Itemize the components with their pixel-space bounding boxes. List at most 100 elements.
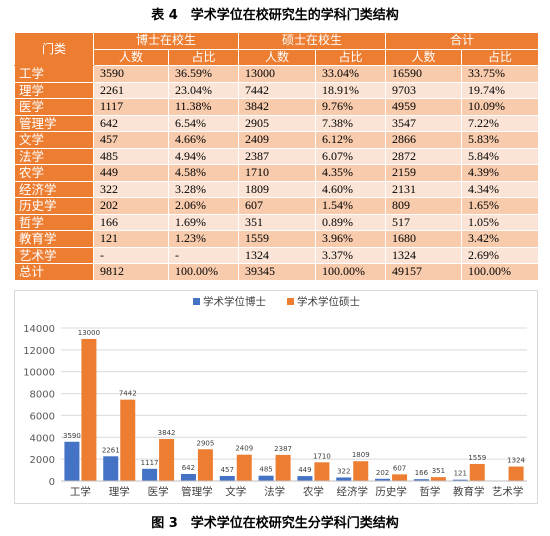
- table-row: 农学 449 4.58% 1710 4.35% 2159 4.39%: [14, 164, 540, 182]
- table-cell: 5.83%: [461, 131, 540, 149]
- table-cell: 1117: [93, 98, 169, 116]
- table-cell: 1559: [238, 230, 317, 248]
- table-cell: 2131: [385, 180, 463, 198]
- sub-header-count: 人数: [93, 48, 169, 66]
- bar-chart-svg: 0 2000 4000 6000 8000 10000 12000 14000 学术学位博士 学术…: [23, 295, 527, 498]
- table-cell: 2872: [385, 147, 463, 165]
- data-label: 449: [298, 466, 311, 474]
- y-tick-label: 6000: [30, 411, 55, 422]
- table-cell: 100.00%: [461, 263, 540, 281]
- x-tick-label: 哲学: [419, 485, 440, 498]
- table-cell: 11.38%: [167, 98, 240, 116]
- table-cell: 6.12%: [315, 131, 387, 149]
- table-cell: 9812: [93, 263, 169, 281]
- y-tick-label: 12000: [23, 346, 55, 357]
- legend-label: 学术学位博士: [203, 295, 266, 308]
- table-cell: 7442: [238, 81, 317, 99]
- bar: [375, 478, 391, 481]
- table-row: 管理学 642 6.54% 2905 7.38% 3547 7.22%: [14, 114, 540, 132]
- data-label: 2387: [274, 445, 292, 453]
- table-row: 法学 485 4.94% 2387 6.07% 2872 5.84%: [14, 147, 540, 165]
- data-label: 166: [415, 469, 429, 477]
- bar: [336, 477, 352, 481]
- row-category: 文学: [14, 131, 94, 149]
- row-category: 工学: [14, 65, 94, 83]
- table-body: 工学 3590 36.59% 13000 33.04% 16590 33.75% 理学 2261…: [14, 65, 540, 281]
- figure-title: 图 3 学术学位在校研究生分学科门类结构: [151, 516, 399, 531]
- table-cell: 1680: [385, 230, 463, 248]
- table-cell: 1324: [385, 246, 463, 264]
- table-cell: 4.58%: [167, 164, 240, 182]
- table-cell: 642: [93, 114, 169, 132]
- data-label: 3842: [158, 429, 176, 437]
- data-label: 485: [259, 466, 272, 474]
- table-cell: 607: [238, 197, 317, 215]
- table-cell: 202: [93, 197, 169, 215]
- data-label: 1559: [468, 454, 486, 462]
- legend-label: 学术学位硕士: [297, 295, 360, 308]
- bar: [314, 462, 330, 481]
- table-header-row-2: 人数 占比 人数 占比 人数 占比: [15, 48, 540, 66]
- x-tick-label: 教育学: [453, 485, 485, 498]
- table-cell: 2905: [238, 114, 317, 132]
- bar: [275, 454, 291, 481]
- y-tick-label: 8000: [30, 390, 55, 401]
- table-cell: 49157: [385, 263, 463, 281]
- data-label: 202: [376, 469, 389, 477]
- legend-swatch: [193, 298, 200, 305]
- data-label: 607: [393, 464, 406, 472]
- row-category: 哲学: [14, 213, 94, 231]
- row-category: 农学: [14, 164, 94, 182]
- table-cell: 2387: [238, 147, 317, 165]
- table-cell: 3.37%: [315, 246, 387, 264]
- x-tick-label: 艺术学: [492, 485, 524, 498]
- table-cell: 2.06%: [167, 197, 240, 215]
- table-cell: 4959: [385, 98, 463, 116]
- bar: [236, 454, 252, 481]
- row-category: 医学: [14, 98, 94, 116]
- bar: [103, 456, 119, 481]
- bar: [297, 476, 313, 481]
- table-title: 表 4 学术学位在校研究生的学科门类结构: [151, 8, 399, 23]
- table-row: 工学 3590 36.59% 13000 33.04% 16590 33.75%: [14, 65, 540, 83]
- table-row: 医学 1117 11.38% 3842 9.76% 4959 10.09%: [14, 98, 540, 116]
- table-cell: 3590: [93, 65, 169, 83]
- table-cell: 2261: [93, 81, 169, 99]
- table-cell: 1.23%: [167, 230, 240, 248]
- table-cell: 19.74%: [461, 81, 540, 99]
- data-label: 1710: [313, 452, 331, 460]
- data-label: 351: [432, 467, 445, 475]
- table-row: 理学 2261 23.04% 7442 18.91% 9703 19.74%: [14, 81, 540, 99]
- y-tick-label: 2000: [30, 455, 55, 466]
- table-cell: 2.69%: [461, 246, 540, 264]
- bar-chart: 0 2000 4000 6000 8000 10000 12000 14000 学术学位博士 学术…: [14, 290, 538, 504]
- row-category: 总计: [14, 263, 94, 281]
- table-cell: 517: [385, 213, 463, 231]
- x-tick-label: 医学: [148, 485, 169, 498]
- row-category: 教育学: [14, 230, 94, 248]
- bar: [159, 439, 175, 481]
- table-row: 总计 9812 100.00% 39345 100.00% 49157 100.00%: [14, 263, 540, 281]
- bar: [413, 479, 429, 481]
- table-cell: 9703: [385, 81, 463, 99]
- table-cell: 39345: [238, 263, 317, 281]
- table-cell: 23.04%: [167, 81, 240, 99]
- table-cell: 4.66%: [167, 131, 240, 149]
- data-label: 2409: [235, 445, 253, 453]
- table-cell: 7.38%: [315, 114, 387, 132]
- row-category: 管理学: [14, 114, 94, 132]
- data-label: 7442: [119, 390, 137, 398]
- table-cell: 33.75%: [461, 65, 540, 83]
- table-cell: 351: [238, 213, 317, 231]
- table-cell: 9.76%: [315, 98, 387, 116]
- bar: [508, 466, 524, 481]
- table-row: 历史学 202 2.06% 607 1.54% 809 1.65%: [14, 197, 540, 215]
- data-label: 13000: [78, 329, 100, 337]
- y-tick-label: 0: [49, 477, 55, 488]
- data-label: 1117: [141, 459, 159, 467]
- bar: [142, 468, 158, 481]
- group-header-doctoral: 博士在校生: [92, 32, 240, 50]
- group-header-total: 合计: [385, 32, 540, 50]
- table-cell: 485: [93, 147, 169, 165]
- data-label: 3590: [63, 432, 81, 440]
